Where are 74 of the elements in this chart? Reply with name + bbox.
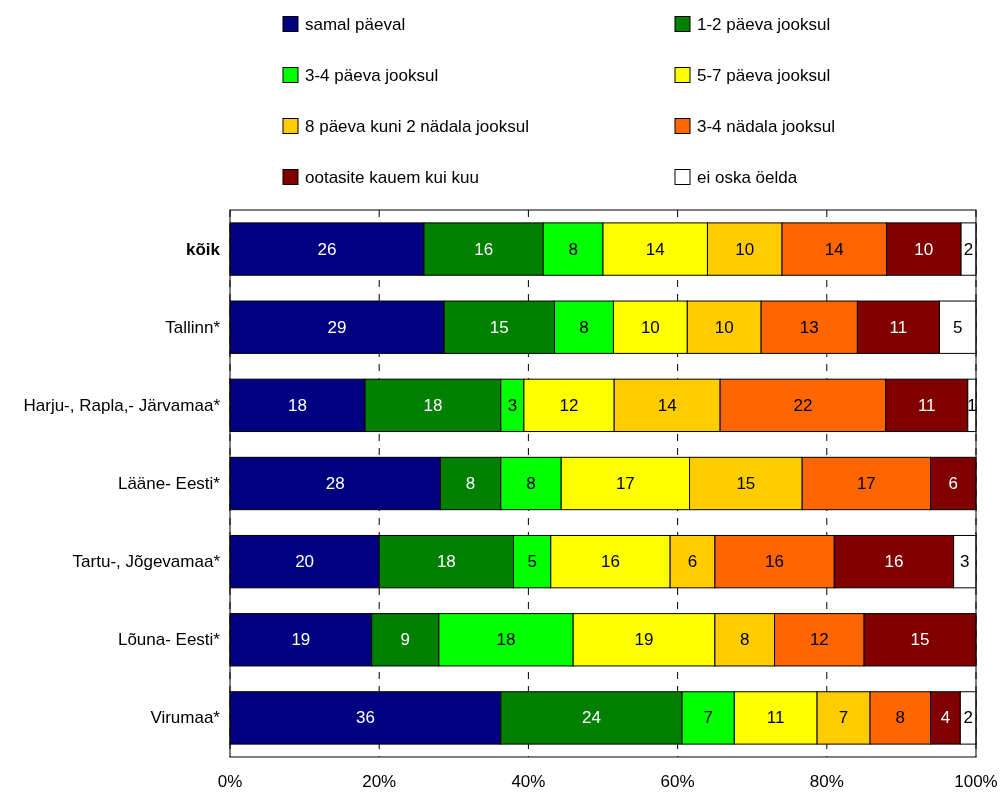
data-label: 3 xyxy=(507,395,518,415)
data-label: 8 xyxy=(526,474,536,493)
data-label: 18 xyxy=(496,630,516,650)
data-label: 5 xyxy=(952,317,963,337)
data-label: 2 xyxy=(963,708,973,728)
data-label: 15 xyxy=(489,317,509,337)
data-label: 10 xyxy=(640,317,660,337)
data-label: 7 xyxy=(838,708,849,728)
data-label: 12 xyxy=(809,630,829,650)
legend-label: samal päeval xyxy=(305,14,406,34)
data-label: 26 xyxy=(317,239,337,259)
data-label: 15 xyxy=(910,630,930,650)
data-label: 11 xyxy=(917,395,936,415)
data-label: 36 xyxy=(355,708,375,728)
legend-label: 1-2 päeva jooksul xyxy=(697,14,831,34)
data-label: 20 xyxy=(295,552,315,572)
legend-label: ei oska öelda xyxy=(697,167,798,187)
y-tick-label: Lõuna- Eesti* xyxy=(117,630,221,650)
data-label: 10 xyxy=(914,239,934,259)
x-tick-label: 100% xyxy=(954,771,998,791)
data-label: 5 xyxy=(527,552,537,572)
data-label: 7 xyxy=(703,708,713,728)
data-label: 8 xyxy=(465,474,476,493)
y-tick-label: Lääne- Eesti* xyxy=(117,474,221,493)
legend-label: 3-4 päeva jooksul xyxy=(305,65,439,85)
data-label: 8 xyxy=(740,630,750,650)
y-tick-label: Harju-, Rapla,- Järvamaa* xyxy=(23,395,221,415)
data-label: 16 xyxy=(884,552,904,572)
data-label: 10 xyxy=(735,239,755,259)
data-label: 15 xyxy=(736,474,756,493)
data-label: 12 xyxy=(559,395,579,415)
x-tick-label: 20% xyxy=(362,771,397,791)
y-tick-label: Tartu-, Jõgevamaa* xyxy=(72,552,221,572)
data-label: 18 xyxy=(288,395,307,415)
data-label: 11 xyxy=(889,317,908,337)
data-label: 18 xyxy=(423,395,443,415)
x-tick-label: 0% xyxy=(217,771,243,791)
data-label: 16 xyxy=(765,552,785,572)
legend-label: 3-4 nädala jooksul xyxy=(697,116,835,136)
data-label: 14 xyxy=(824,239,844,259)
data-label: 14 xyxy=(657,395,677,415)
y-tick-label: Virumaa* xyxy=(150,708,221,728)
x-tick-label: 80% xyxy=(809,771,844,791)
data-label: 16 xyxy=(474,239,494,259)
data-label: 8 xyxy=(568,239,578,259)
legend-label: ootasite kauem kui kuu xyxy=(305,167,479,187)
data-label: 17 xyxy=(615,474,635,493)
data-label: 9 xyxy=(400,630,411,650)
data-label: 8 xyxy=(895,708,906,728)
data-label: 19 xyxy=(634,630,654,650)
legend-label: 5-7 päeva jooksul xyxy=(697,65,831,85)
data-label: 19 xyxy=(291,630,311,650)
data-label: 6 xyxy=(687,552,698,572)
data-label: 16 xyxy=(601,552,620,572)
data-label: 17 xyxy=(856,474,876,493)
legend-label: 8 päeva kuni 2 nädala jooksul xyxy=(305,116,529,136)
y-tick-label: kõik xyxy=(185,239,221,259)
x-tick-label: 40% xyxy=(511,771,546,791)
data-label: 29 xyxy=(327,317,347,337)
data-label: 3 xyxy=(960,552,970,572)
y-tick-label: Tallinn* xyxy=(165,317,221,337)
data-label: 14 xyxy=(645,239,665,259)
data-label: 6 xyxy=(948,474,958,493)
data-label: 4 xyxy=(940,708,951,728)
data-label: 28 xyxy=(325,474,345,493)
data-label: 18 xyxy=(436,552,456,572)
data-label: 2 xyxy=(963,239,974,259)
data-label: 13 xyxy=(799,317,819,337)
data-label: 10 xyxy=(714,317,734,337)
data-label: 8 xyxy=(579,317,589,337)
data-label: 11 xyxy=(766,708,785,728)
x-tick-label: 60% xyxy=(660,771,695,791)
data-label: 24 xyxy=(581,708,601,728)
data-label: 22 xyxy=(793,395,813,415)
